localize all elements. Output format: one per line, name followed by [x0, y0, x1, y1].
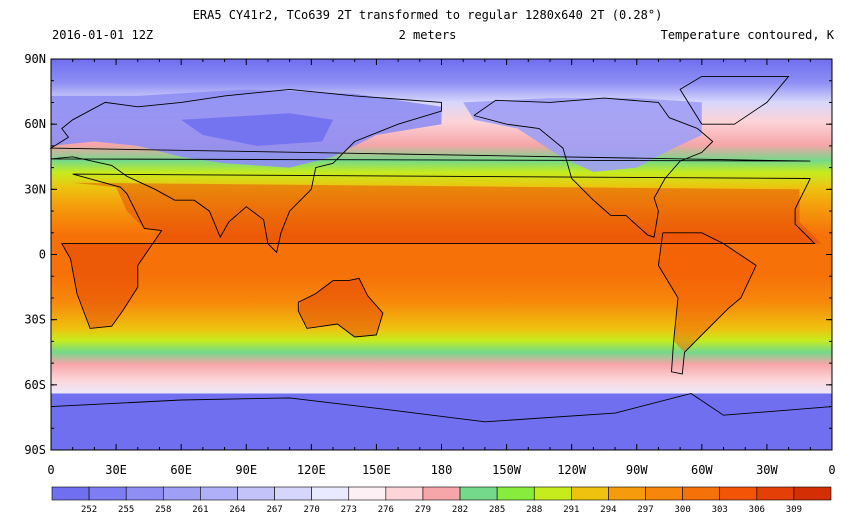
lat-tick-label: 30N [24, 182, 46, 196]
map-title: ERA5 CY41r2, TCo639 2T transformed to re… [192, 8, 663, 22]
coastline-1 [49, 88, 811, 254]
legend-level-label: 273 [341, 505, 357, 515]
legend-swatch [51, 486, 90, 501]
lon-tick-label: 0 [828, 463, 835, 477]
legend-level-label: 261 [192, 505, 208, 515]
legend-swatch [274, 486, 312, 501]
legend-level-label: 303 [712, 505, 728, 515]
lon-tick-label: 150E [362, 463, 391, 477]
lat-tick-label: 60S [24, 378, 46, 392]
legend-swatch [793, 486, 832, 501]
lon-tick-label: 90E [235, 463, 257, 477]
lat-tick-label: 90S [24, 443, 46, 457]
lat-tick-label: 30S [24, 313, 46, 327]
legend-swatch [200, 486, 238, 501]
legend-swatch [348, 486, 387, 501]
coastline-6 [50, 393, 833, 423]
legend-level-label: 279 [415, 505, 431, 515]
legend-swatch [385, 486, 424, 501]
legend-swatch [719, 486, 758, 501]
lon-tick-label: 60W [691, 463, 713, 477]
legend-level-label: 297 [637, 505, 653, 515]
legend-swatch [459, 486, 498, 501]
coastline-2 [297, 277, 384, 338]
lon-tick-label: 30E [105, 463, 127, 477]
legend-swatch [311, 486, 350, 501]
legend-level-label: 306 [749, 505, 765, 515]
continent-outlines [49, 75, 833, 423]
legend-level-label: 258 [155, 505, 171, 515]
legend-level-label: 282 [452, 505, 468, 515]
lon-tick-label: 180 [431, 463, 453, 477]
latitude-axis: 90N 60N 30N 0 30S 60S 90S [24, 52, 832, 457]
legend-level-label: 288 [526, 505, 542, 515]
date-label: 2016-01-01 12Z [52, 28, 154, 42]
legend-level-label: 294 [600, 505, 616, 515]
coastline-5 [679, 75, 790, 125]
field-label: Temperature contoured, K [660, 28, 834, 42]
legend-level-label: 270 [304, 505, 320, 515]
legend-swatch [533, 486, 572, 501]
lon-tick-label: 0 [47, 463, 54, 477]
lat-tick-label: 0 [39, 248, 46, 262]
legend-swatch [162, 486, 201, 501]
coastline-3 [473, 97, 714, 238]
lat-tick-label: 90N [24, 52, 46, 66]
lon-tick-label: 150W [492, 463, 522, 477]
legend-swatch [125, 486, 164, 501]
level-label: 2 meters [398, 28, 457, 42]
legend-level-label: 309 [786, 505, 802, 515]
coastline-4 [657, 232, 757, 375]
legend-swatch [608, 486, 646, 501]
legend-level-label: 285 [489, 505, 505, 515]
coastline-0 [61, 173, 816, 329]
legend-level-label: 264 [229, 505, 245, 515]
legend-level-label: 267 [266, 505, 282, 515]
legend-swatch [571, 486, 609, 501]
lon-tick-label: 60E [170, 463, 192, 477]
legend-swatch [645, 486, 683, 501]
lon-tick-label: 30W [756, 463, 778, 477]
legend-swatch [88, 486, 127, 501]
legend-level-label: 291 [563, 505, 579, 515]
legend-swatch [496, 486, 535, 501]
legend-swatch [422, 486, 461, 501]
longitude-axis: 0 30E 60E 90E 120E 150E 180 150W 120W 90W 60W 30W 0 [47, 59, 836, 477]
legend-swatch [682, 486, 721, 501]
lat-tick-label: 60N [24, 117, 46, 131]
lon-tick-label: 90W [626, 463, 648, 477]
legend-level-label: 300 [674, 505, 690, 515]
legend-level-label: 276 [378, 505, 394, 515]
legend-swatch [756, 486, 795, 501]
legend-swatch [237, 486, 275, 501]
lon-tick-label: 120W [557, 463, 587, 477]
legend-level-label: 255 [118, 505, 134, 515]
lon-tick-label: 120E [297, 463, 326, 477]
legend-level-label: 252 [81, 505, 97, 515]
